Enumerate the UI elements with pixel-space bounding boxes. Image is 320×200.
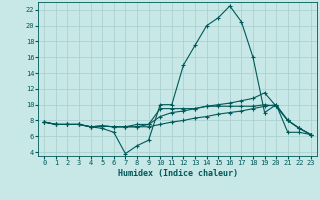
- X-axis label: Humidex (Indice chaleur): Humidex (Indice chaleur): [118, 169, 238, 178]
